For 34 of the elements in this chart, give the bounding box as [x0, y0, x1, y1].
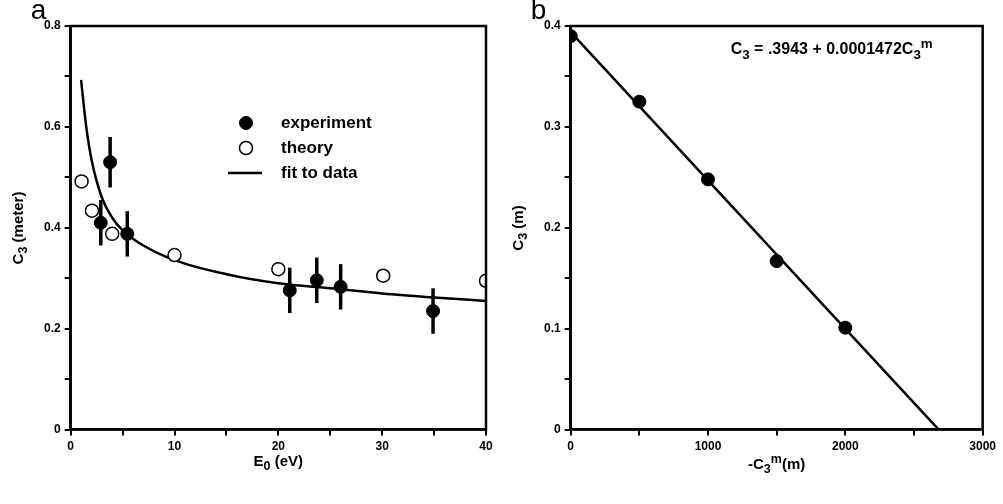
y-tick-label: 0.6 — [43, 119, 61, 134]
legend-label: fit to data — [281, 162, 359, 182]
x-axis-title: E$_{0}$ (eV) — [252, 451, 305, 473]
y-tick-label: 0.2 — [43, 321, 61, 336]
y-tick-label: 0 — [53, 421, 61, 436]
point — [632, 94, 647, 109]
y-tick-label: 0 — [553, 421, 561, 436]
x-tick-label: 0 — [67, 439, 75, 454]
point — [838, 320, 853, 335]
x-tick-label: 3000 — [969, 439, 997, 454]
x-tick-label: 1000 — [694, 439, 722, 454]
x-tick-label: 40 — [479, 439, 493, 454]
point — [769, 254, 784, 269]
y-tick-label: 0.1 — [543, 321, 561, 336]
x-tick-label: 30 — [375, 439, 390, 454]
point — [84, 203, 100, 218]
y-tick-label: 0.4 — [43, 220, 61, 235]
point — [74, 174, 89, 189]
x-tick-label: 10 — [167, 439, 182, 454]
y-tick-label: 0.2 — [543, 220, 561, 235]
point — [167, 247, 182, 263]
point — [701, 172, 716, 187]
point — [375, 268, 391, 283]
x-axis-title: -C$_{3}$$^{m}$(m) — [747, 451, 807, 476]
legend-label: theory — [281, 137, 334, 157]
y-tick-label: 0.4 — [543, 18, 561, 33]
x-tick-label: 20 — [271, 439, 286, 454]
y-tick-label: 0.8 — [43, 18, 61, 33]
y-tick-label: 0.3 — [543, 119, 561, 134]
legend-label: experiment — [281, 112, 373, 132]
x-tick-label: 0 — [567, 439, 575, 454]
point — [271, 261, 286, 277]
point — [104, 226, 120, 242]
x-tick-label: 2000 — [831, 439, 859, 454]
